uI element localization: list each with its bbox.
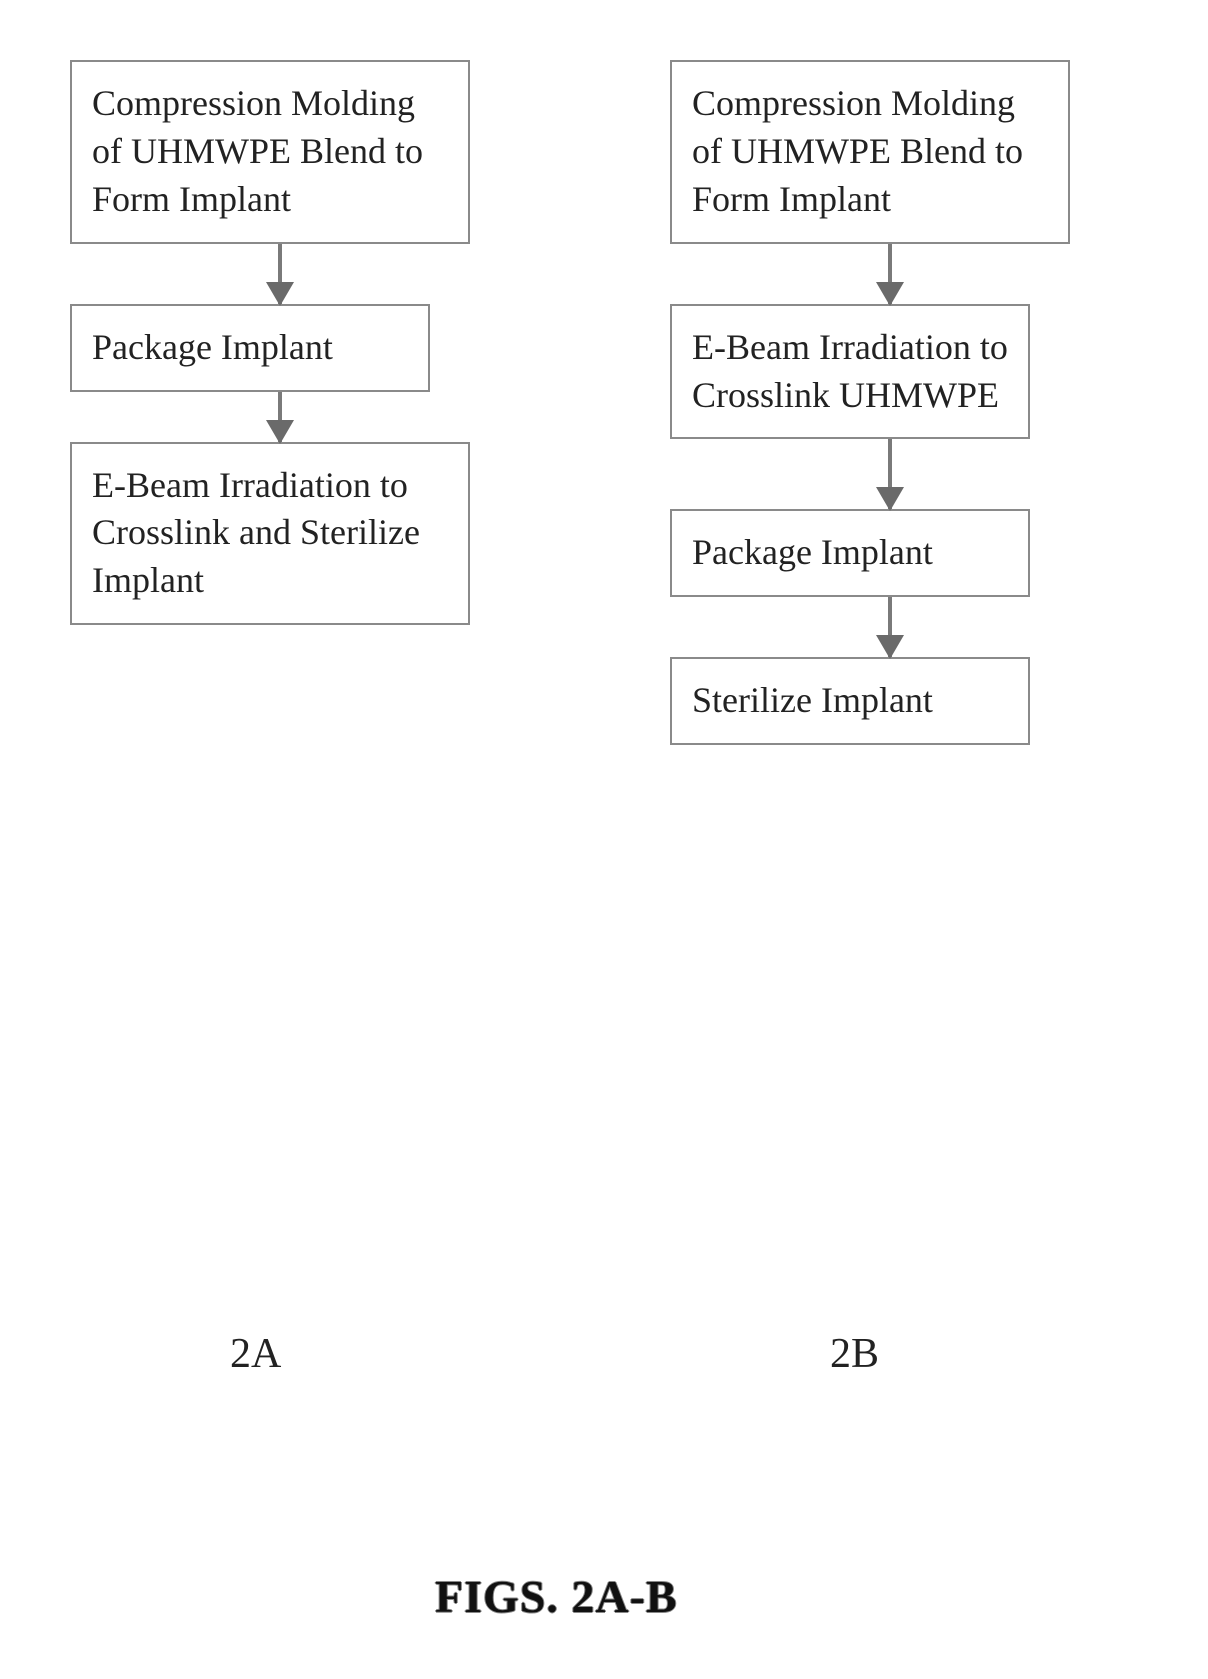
node-b1: Compression Molding of UHMWPE Blend to F… — [670, 60, 1070, 244]
arrow-icon — [888, 597, 892, 657]
arrow-icon — [888, 439, 892, 509]
flowchart-column-b: Compression Molding of UHMWPE Blend to F… — [670, 60, 1150, 745]
node-a2: Package Implant — [70, 304, 430, 392]
edge-b1-b2 — [670, 244, 1150, 304]
figure-caption: FIGS. 2A-B — [435, 1570, 678, 1623]
arrow-icon — [278, 244, 282, 304]
node-a3: E-Beam Irradiation to Crosslink and Ster… — [70, 442, 470, 626]
arrow-icon — [278, 392, 282, 442]
arrow-icon — [888, 244, 892, 304]
figure-caption-text: FIGS. 2A-B — [435, 1571, 678, 1622]
edge-a2-a3 — [70, 392, 550, 442]
column-label-a: 2A — [230, 1330, 281, 1378]
edge-b3-b4 — [670, 597, 1150, 657]
flowchart-column-a: Compression Molding of UHMWPE Blend to F… — [70, 60, 550, 745]
node-b2: E-Beam Irradiation to Crosslink UHMWPE — [670, 304, 1030, 440]
node-b4: Sterilize Implant — [670, 657, 1030, 745]
edge-a1-a2 — [70, 244, 550, 304]
column-label-b: 2B — [830, 1330, 879, 1378]
edge-b2-b3 — [670, 439, 1150, 509]
flowchart-columns: Compression Molding of UHMWPE Blend to F… — [0, 0, 1208, 745]
node-b3: Package Implant — [670, 509, 1030, 597]
node-a1: Compression Molding of UHMWPE Blend to F… — [70, 60, 470, 244]
